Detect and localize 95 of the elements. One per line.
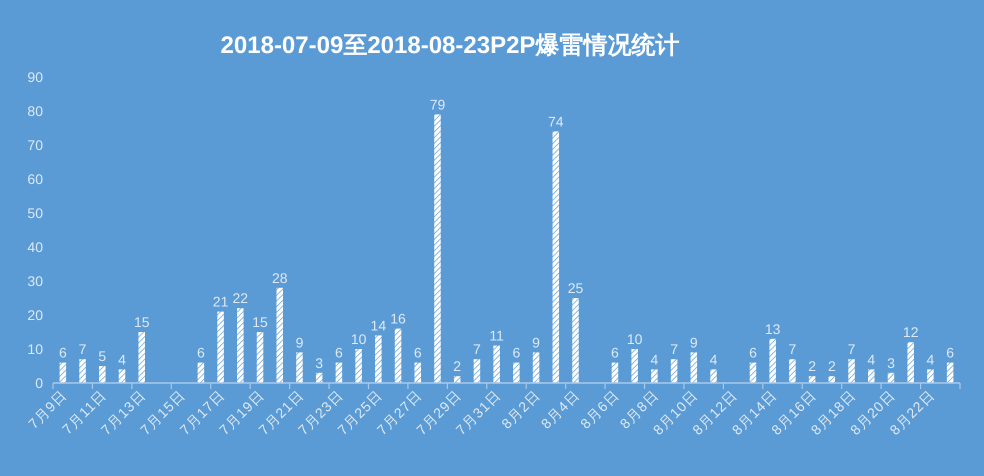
data-label: 3: [887, 354, 896, 371]
bar: [828, 376, 836, 383]
data-label: 9: [532, 334, 540, 350]
data-label: 2: [453, 358, 462, 374]
bar: [79, 359, 86, 383]
y-tick-label: 30: [27, 272, 44, 289]
data-label: 28: [272, 270, 288, 286]
data-label: 74: [548, 113, 564, 130]
data-label: 6: [611, 344, 620, 361]
data-label: 22: [232, 290, 248, 306]
chart-title: 2018-07-09至2018-08-23P2P爆雷情况统计: [220, 32, 680, 59]
bar: [927, 369, 934, 383]
bar: [552, 131, 560, 383]
data-label: 3: [315, 354, 324, 371]
bar: [670, 359, 678, 383]
data-label: 6: [414, 344, 422, 361]
bar: [434, 114, 441, 383]
data-label: 12: [902, 324, 919, 340]
bar: [651, 369, 658, 383]
bar: [868, 369, 875, 383]
bar: [848, 359, 855, 383]
bar: [907, 342, 914, 383]
bar: [808, 376, 816, 383]
bar: [612, 362, 618, 383]
bar: [513, 362, 520, 383]
data-label: 7: [78, 341, 87, 358]
data-label: 7: [473, 341, 482, 358]
bar: [336, 362, 342, 383]
bar: [789, 359, 796, 383]
bar: [888, 372, 894, 383]
bar: [296, 352, 303, 383]
data-label: 14: [370, 317, 386, 334]
data-label: 4: [118, 351, 126, 368]
bar: [493, 346, 500, 383]
bar: [375, 335, 382, 383]
data-label: 15: [252, 314, 268, 330]
data-label: 6: [58, 344, 67, 361]
bar: [316, 372, 322, 383]
y-tick-label: 40: [27, 238, 44, 255]
bar: [355, 349, 362, 383]
y-tick-label: 0: [35, 374, 44, 391]
bar: [750, 362, 756, 383]
bar: [946, 362, 954, 383]
data-label: 15: [134, 314, 150, 330]
y-tick-label: 90: [27, 68, 44, 85]
data-label: 4: [926, 351, 935, 368]
data-label: 5: [98, 348, 106, 364]
bar: [394, 328, 402, 383]
bar: [414, 362, 422, 383]
bar: [769, 338, 776, 383]
bar: [60, 362, 66, 383]
bar: [118, 369, 126, 383]
bar: [198, 362, 204, 383]
y-tick-label: 10: [27, 340, 44, 357]
bar: [532, 352, 540, 383]
data-label: 6: [335, 344, 344, 361]
data-label: 9: [690, 334, 698, 350]
data-label: 4: [650, 351, 658, 368]
data-label: 2: [808, 358, 816, 374]
bar: [256, 332, 264, 383]
data-label: 4: [710, 351, 718, 368]
data-label: 4: [867, 351, 876, 368]
bar: [99, 366, 106, 383]
data-label: 6: [512, 344, 520, 361]
bar: [237, 308, 244, 383]
y-tick-label: 20: [27, 306, 44, 323]
data-label: 10: [350, 331, 367, 347]
data-label: 6: [749, 344, 758, 361]
bar: [474, 359, 480, 383]
data-label: 7: [670, 341, 678, 358]
data-label: 13: [764, 320, 781, 337]
data-label: 7: [848, 341, 856, 358]
data-label: 11: [489, 328, 504, 344]
data-label: 10: [626, 331, 643, 347]
y-tick-label: 60: [27, 170, 44, 187]
bar: [138, 332, 145, 383]
data-label: 6: [946, 344, 954, 361]
y-tick-label: 70: [27, 136, 44, 153]
y-tick-label: 50: [27, 204, 44, 221]
bar: [454, 376, 460, 383]
data-label: 9: [296, 334, 304, 350]
data-label: 6: [196, 344, 205, 361]
bar: [690, 352, 698, 383]
data-label: 21: [212, 294, 229, 310]
data-label: 16: [390, 310, 406, 327]
data-label: 7: [788, 341, 797, 358]
bar: [217, 312, 224, 383]
data-label: 2: [828, 358, 836, 374]
data-label: 79: [430, 96, 446, 112]
bar: [572, 298, 579, 383]
data-label: 25: [568, 280, 584, 296]
bar: [276, 288, 284, 383]
bar: [631, 349, 638, 383]
y-tick-label: 80: [27, 102, 44, 119]
bar: [710, 369, 717, 383]
